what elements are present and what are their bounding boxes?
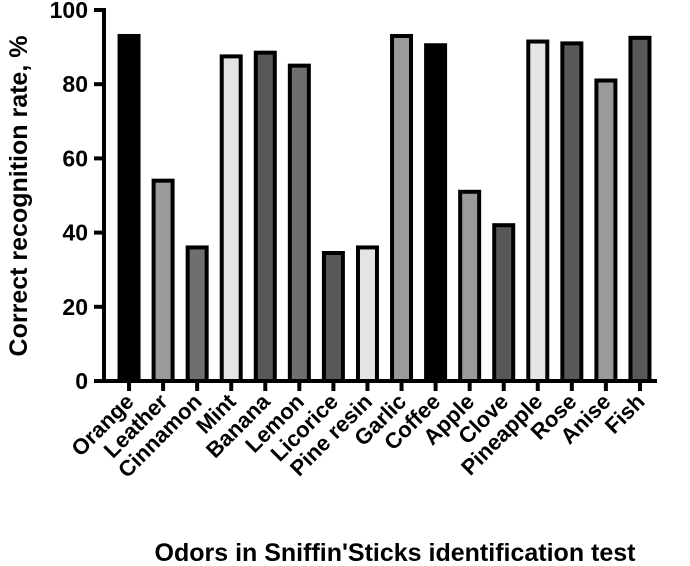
bar-garlic [390,33,414,383]
bar-licorice [321,251,345,384]
x-axis-label: Odors in Sniffin'Sticks identification t… [155,539,637,566]
bar-orange [117,33,141,383]
y-axis-label: Correct recognition rate, % [5,36,33,357]
bar-pine-resin [355,245,379,383]
x-ticks: OrangeLeatherCinnamonMintBananaLemonLico… [66,381,650,483]
y-tick-label: 0 [75,368,88,394]
bar-banana [253,50,277,383]
y-tick-label: 60 [62,145,88,171]
bar-mint [219,54,243,383]
bars [117,33,652,384]
x-tick-label: Fish [600,389,650,439]
bar-coffee [424,43,448,384]
bar-clove [492,223,516,383]
y-tick-label: 40 [62,220,88,246]
y-ticks: 0 20 40 60 80 100 [50,0,104,394]
bar-pineapple [526,39,550,383]
bar-leather [151,178,175,383]
y-tick-label: 20 [62,294,88,320]
bar-cinnamon [185,245,209,383]
bar-anise [594,78,618,384]
bar-rose [560,41,584,383]
bar-fish [628,35,652,383]
bar-lemon [287,63,311,384]
y-tick-label: 100 [50,0,88,23]
bar-apple [458,189,482,383]
y-tick-label: 80 [62,71,88,97]
